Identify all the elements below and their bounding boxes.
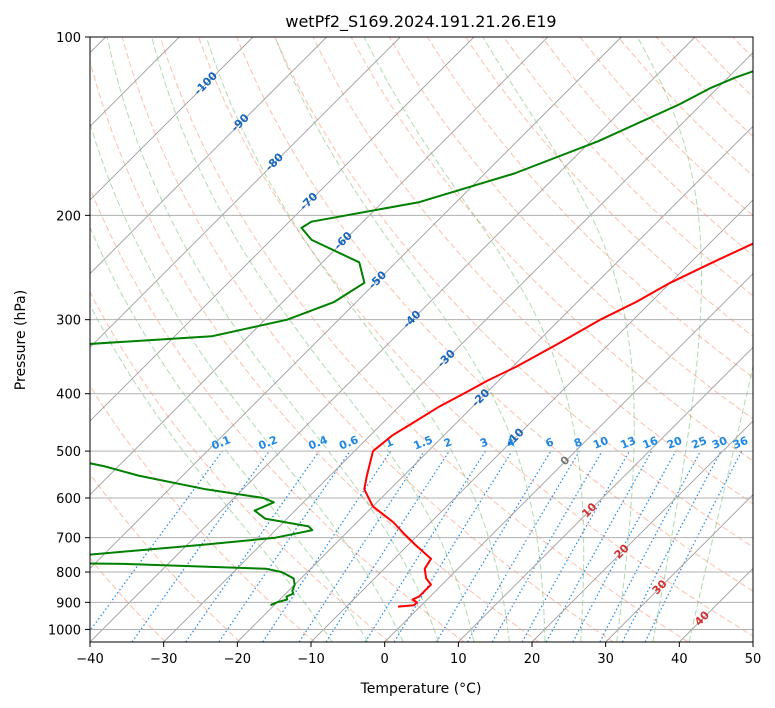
mixing-ratio-label: 1 [383,435,395,450]
profiles [90,70,753,608]
dry-adiabat-line [159,37,689,642]
x-tick-label: 50 [745,652,762,667]
x-tick-label: −20 [224,652,251,667]
y-tick-label: 600 [56,492,81,507]
moist-adiabat-line [363,37,585,642]
x-axis-ticks: −40 −30 −20 −10 0 10 20 30 40 50 [76,642,761,667]
mixing-ratio-label: 2 [442,435,454,450]
mixing-ratio-label: 13 [619,434,638,452]
isotherm-line [90,37,327,275]
mixing-ratio-label: 20 [665,434,684,452]
dry-adiabat-line [90,472,241,642]
x-tick-label: −10 [297,652,324,667]
y-tick-label: 900 [56,596,81,611]
mixing-ratio-line [325,450,450,642]
y-tick-label: 200 [56,209,81,224]
x-tick-label: −40 [76,652,103,667]
isotherm-line [90,37,401,348]
mixing-ratio-label: 16 [641,434,660,452]
mixing-ratio-label: 10 [591,434,610,452]
x-tick-label: −30 [150,652,177,667]
mixing-ratio-line [262,450,392,642]
mixing-ratio-label: 36 [731,434,750,452]
isotherm-line [605,494,753,642]
mixing-ratio-label: 25 [690,434,709,452]
mixing-ratio-label: 8 [572,435,584,450]
isotherm-line [531,420,753,642]
dry-adiabat-line [90,291,390,642]
mixing-ratio-line [131,450,270,642]
dry-adiabat-line [388,37,753,420]
isotherm-line [384,273,753,642]
mixing-ratio-label: 30 [710,434,729,452]
moist-adiabat-line [106,37,439,642]
mixing-ratio-line [545,450,653,642]
dry-adiabat-line [90,384,316,642]
isotherm-line [458,346,753,642]
isotherm-line [90,37,622,569]
y-tick-label: 700 [56,532,81,547]
y-tick-label: 400 [56,388,81,403]
x-axis-label: Temperature (°C) [360,681,482,697]
mixing-ratio-line [572,450,677,642]
isotherm-line [90,37,254,201]
x-tick-label: 0 [381,652,389,667]
plot-frame [89,36,754,643]
moist-adiabat-line [637,37,702,642]
moist-adiabat-line [482,37,635,642]
dry-adiabat-line [312,37,753,505]
mixing-ratio-line [644,450,743,642]
dry-adiabat-line [90,557,166,642]
chart-title: wetPf2_S169.2024.191.21.26.E19 [285,12,556,32]
x-tick-label: 40 [671,652,688,667]
dry-adiabat-line [350,37,753,462]
x-tick-label: 30 [597,652,614,667]
y-tick-label: 100 [56,31,81,46]
temperature-profile-line [363,242,753,608]
moist-adiabat-line [205,37,510,642]
mixing-ratio-label: 3 [478,435,490,450]
dry-adiabat-line [274,37,753,548]
x-tick-label: 20 [524,652,541,667]
mixing-ratio-line [393,450,513,642]
isotherm-line [237,125,753,642]
pressure-gridlines [90,37,753,630]
dry-adiabat-line [90,186,465,642]
moist-adiabat-line [274,37,546,642]
moist-adiabat-line [90,226,369,642]
y-axis-label: Pressure (hPa) [13,290,29,390]
y-tick-label: 300 [56,314,81,329]
y-tick-label: 500 [56,445,81,460]
x-tick-label: 10 [450,652,467,667]
moist-adiabat-line [151,37,475,642]
moist-adiabat-line [90,121,404,642]
dry-adiabat-line [236,37,753,592]
dry-adiabat-line [465,37,753,338]
dewpoint-profile-line [90,70,753,607]
y-axis-ticks: 100 200 300 400 500 600 700 800 900 1000 [48,31,90,638]
mixing-ratio-lines [90,450,743,642]
mixing-ratio-line [218,450,351,642]
dry-adiabat-line [503,37,753,297]
mixing-ratio-line [185,450,320,642]
mixing-ratio-line [521,450,631,642]
y-tick-label: 800 [56,566,81,581]
mixing-ratio-line [298,450,425,642]
isotherm-line [163,52,753,642]
y-tick-label: 1000 [48,623,81,638]
isotherm-line [90,37,696,642]
dry-adiabat-line [90,59,540,642]
isotherm-line [90,37,548,496]
moist-adiabats [90,37,753,642]
dry-adiabat-line [121,37,614,642]
